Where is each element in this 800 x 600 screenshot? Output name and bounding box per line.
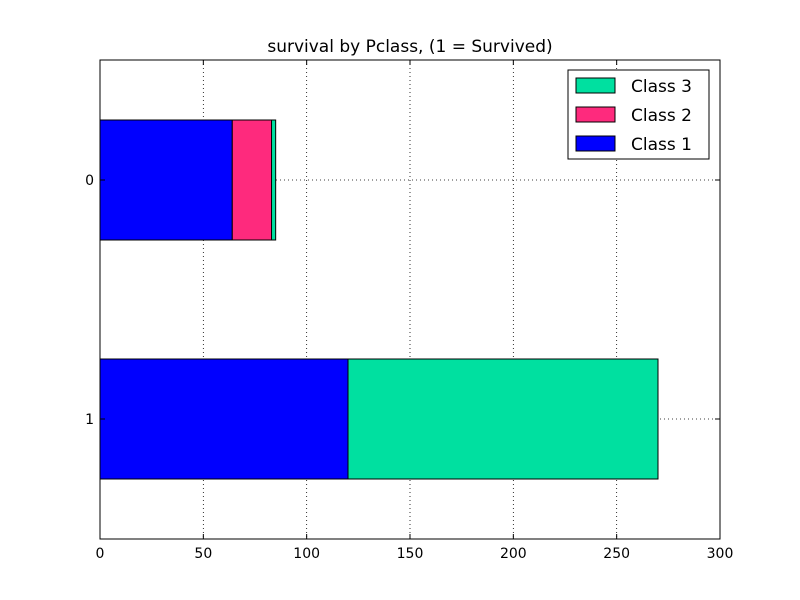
x-axis: 0 50 100 150 200 250 300	[96, 60, 734, 562]
bar-class-1-row-1	[99, 358, 349, 480]
legend-label: Class 3	[631, 77, 692, 97]
legend-swatch	[575, 106, 616, 123]
x-tick-label: 0	[96, 546, 105, 562]
bar-class-3-row-0	[271, 119, 277, 241]
x-tick-label: 300	[707, 546, 734, 562]
legend-swatch	[575, 135, 616, 152]
x-tick-label: 200	[500, 546, 527, 562]
y-axis: 01	[85, 173, 720, 428]
legend: Class 3 Class 2 Class 1	[567, 69, 710, 160]
x-tick-label: 100	[293, 546, 320, 562]
x-tick-label: 50	[194, 546, 212, 562]
bar-class-1-row-0	[99, 119, 233, 241]
legend-swatch	[575, 77, 616, 94]
y-tick-label: 1	[85, 412, 94, 428]
bar-class-3-row-1	[347, 358, 659, 480]
bars	[99, 119, 659, 480]
bar-class-2-row-0	[231, 119, 273, 241]
legend-label: Class 2	[631, 106, 692, 126]
y-tick-label: 0	[85, 173, 94, 189]
chart-title: survival by Pclass, (1 = Survived)	[267, 37, 552, 57]
x-tick-label: 150	[397, 546, 424, 562]
x-tick-label: 250	[603, 546, 630, 562]
legend-label: Class 1	[631, 135, 692, 155]
